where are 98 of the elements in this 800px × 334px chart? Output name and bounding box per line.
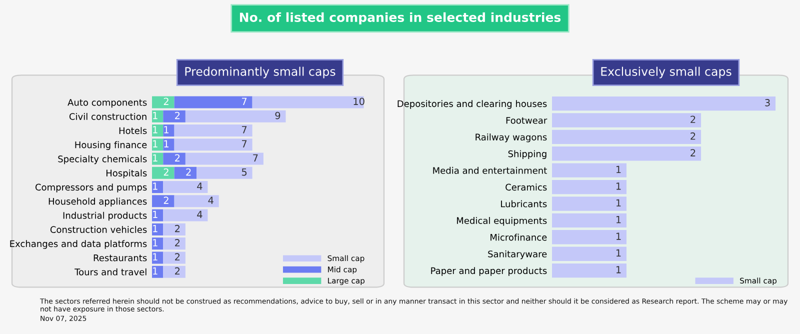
y-tick-label: Hospitals — [106, 169, 147, 178]
data-label: 1 — [164, 126, 168, 134]
bar — [174, 195, 219, 208]
data-label: 1 — [153, 112, 158, 120]
chart-title: Predominantly small caps — [185, 66, 336, 78]
data-label: 4 — [197, 182, 202, 190]
bar — [163, 138, 174, 151]
y-tick-label: Railway wagons — [476, 134, 547, 142]
y-tick-label: Exchanges and data platforms — [10, 240, 147, 249]
bar — [174, 124, 252, 137]
data-label: 1 — [153, 239, 158, 246]
data-label: 4 — [197, 210, 202, 218]
bar — [152, 223, 164, 236]
y-tick-label: Hotels — [119, 127, 147, 134]
data-label: 5 — [242, 168, 247, 176]
y-tick-label: Lubricants — [501, 200, 547, 208]
data-label: 1 — [616, 182, 621, 190]
data-label: 2 — [164, 168, 168, 176]
data-label: 7 — [242, 140, 247, 148]
data-label: 9 — [275, 112, 280, 120]
y-tick-label: Medical equipments — [457, 217, 547, 226]
data-label: 1 — [153, 126, 158, 134]
bar — [152, 166, 174, 179]
data-label: 2 — [175, 239, 180, 246]
bar — [196, 166, 252, 179]
data-label: 1 — [153, 225, 158, 232]
data-label: 2 — [175, 253, 180, 260]
data-label: 7 — [242, 126, 247, 134]
y-tick-label: Compressors and pumps — [35, 184, 147, 192]
bar — [152, 96, 174, 108]
data-label: 1 — [616, 166, 621, 174]
bar — [252, 96, 364, 108]
data-label: 2 — [175, 154, 180, 162]
y-tick-label: Footwear — [506, 117, 548, 124]
data-label: 2 — [690, 149, 696, 156]
y-tick-label: Sanitaryware — [488, 250, 547, 260]
data-label: 2 — [690, 132, 696, 140]
bar — [163, 238, 186, 250]
bar — [163, 181, 208, 194]
y-tick-label: Specialty chemicals — [58, 155, 147, 164]
data-label: 1 — [153, 140, 158, 148]
bar — [163, 266, 186, 278]
data-label: 2 — [164, 196, 168, 204]
y-tick-label: Shipping — [508, 150, 546, 159]
y-tick-label: Housing finance — [75, 141, 147, 150]
bar — [163, 252, 186, 264]
data-label: 1 — [616, 249, 621, 257]
chart-title: Exclusively small caps — [601, 66, 732, 78]
bar — [163, 124, 174, 137]
data-label: 1 — [153, 210, 158, 218]
data-label: 1 — [164, 140, 168, 148]
data-label: 1 — [153, 182, 158, 190]
text: No. of listed companies in selected industries — [240, 12, 561, 24]
bar — [163, 223, 186, 236]
bar — [174, 96, 252, 108]
data-label: 1 — [616, 199, 621, 206]
bar — [152, 252, 164, 264]
y-tick-label: Depositories and clearing houses — [398, 100, 547, 109]
data-label: 1 — [616, 232, 621, 240]
y-tick-label: Construction vehicles — [50, 226, 147, 233]
data-label: 1 — [153, 154, 158, 162]
y-tick-label: Microfinance — [490, 234, 547, 241]
data-label: 2 — [175, 112, 180, 120]
bar — [152, 238, 164, 250]
y-tick-label: Industrial products — [63, 212, 147, 221]
bar — [174, 166, 197, 179]
bar — [152, 124, 164, 137]
bar — [163, 209, 208, 222]
data-label: 2 — [164, 98, 168, 105]
y-tick-label: Auto components — [68, 99, 147, 108]
data-label: 1 — [616, 266, 621, 274]
y-tick-label: Household appliances — [48, 198, 147, 206]
data-label: 7 — [242, 98, 247, 105]
y-tick-label: Civil construction — [69, 112, 146, 120]
data-label: 7 — [253, 154, 258, 162]
y-tick-label: Media and entertainment — [433, 166, 547, 174]
bar — [152, 110, 164, 122]
data-label: 2 — [690, 116, 696, 123]
data-label: 4 — [208, 196, 214, 204]
bar — [185, 110, 286, 122]
data-label: 3 — [765, 99, 770, 106]
bar — [152, 195, 174, 208]
y-tick-label: Paper and paper products — [431, 267, 547, 276]
bar — [163, 110, 186, 122]
data-label: 10 — [354, 98, 364, 106]
data-label: 1 — [153, 253, 158, 260]
bar — [163, 152, 186, 165]
y-tick-label: Ceramics — [506, 184, 547, 191]
data-label: 1 — [153, 267, 158, 275]
y-tick-label: Tours and travel — [74, 268, 146, 276]
bar — [185, 152, 264, 165]
data-label: 2 — [175, 224, 180, 232]
data-label: 2 — [186, 168, 191, 176]
data-label: 2 — [175, 267, 180, 275]
data-label: 1 — [616, 216, 621, 224]
bar — [174, 138, 252, 151]
y-tick-label: Restaurants — [94, 254, 147, 262]
bar — [152, 181, 164, 194]
